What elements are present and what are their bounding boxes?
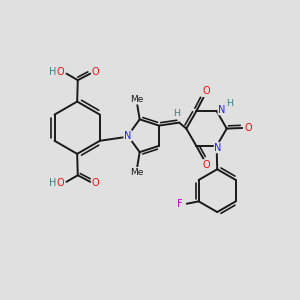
- Text: H: H: [49, 67, 56, 77]
- Text: Me: Me: [130, 94, 144, 103]
- Text: O: O: [92, 67, 99, 77]
- Text: O: O: [92, 178, 99, 188]
- Text: N: N: [124, 131, 131, 141]
- Text: H: H: [173, 109, 180, 118]
- Text: O: O: [57, 67, 64, 77]
- Text: F: F: [177, 199, 183, 209]
- Text: Me: Me: [130, 168, 144, 177]
- Text: H: H: [49, 178, 56, 188]
- Text: O: O: [203, 160, 211, 170]
- Text: N: N: [214, 142, 222, 153]
- Text: O: O: [244, 123, 252, 133]
- Text: O: O: [57, 178, 64, 188]
- Text: O: O: [203, 86, 211, 97]
- Text: N: N: [218, 105, 226, 115]
- Text: H: H: [226, 99, 233, 108]
